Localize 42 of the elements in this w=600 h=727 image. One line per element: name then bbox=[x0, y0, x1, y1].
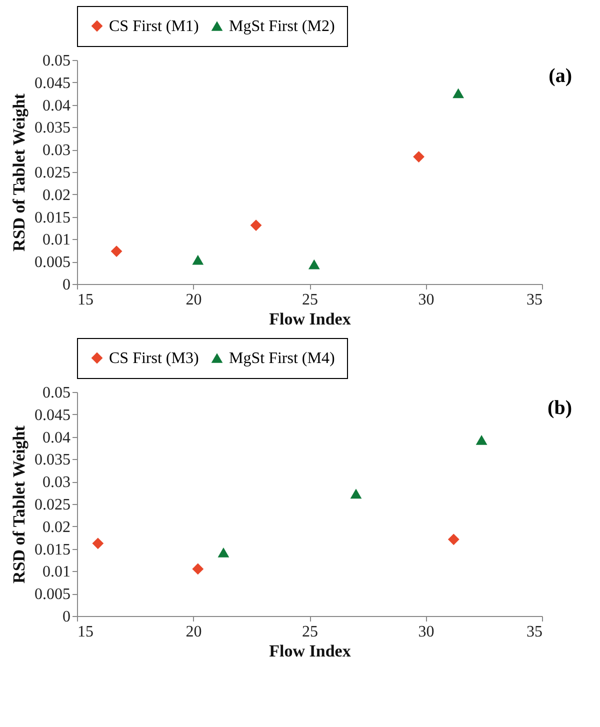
x-tick-label: 30 bbox=[418, 292, 434, 308]
y-axis-title: RSD of Tablet Weight bbox=[10, 425, 28, 584]
y-tick-label: 0.035 bbox=[34, 120, 70, 137]
x-tick-label: 35 bbox=[526, 292, 542, 308]
y-tick-label: 0.03 bbox=[42, 142, 70, 160]
x-tick-label: 15 bbox=[78, 624, 94, 640]
x-tick-label: 30 bbox=[418, 624, 434, 640]
y-tick-label: 0.025 bbox=[34, 164, 70, 182]
y-tick-label: 0.04 bbox=[42, 97, 70, 114]
text: (b) bbox=[548, 397, 572, 419]
y-tick-label: 0.035 bbox=[34, 452, 70, 469]
y-tick-label: 0.025 bbox=[34, 496, 70, 514]
y-tick-label: 0 bbox=[62, 276, 70, 294]
y-tick-label: 0.05 bbox=[42, 52, 70, 70]
x-tick-label: 15 bbox=[78, 292, 94, 308]
y-tick-label: 0 bbox=[62, 608, 70, 626]
x-axis-title: Flow Index bbox=[269, 310, 352, 328]
x-tick-label: 25 bbox=[302, 624, 318, 640]
y-tick-label: 0.015 bbox=[34, 541, 70, 558]
x-axis-title: Flow Index bbox=[269, 642, 352, 660]
y-tick-label: 0.045 bbox=[34, 74, 70, 92]
y-tick-label: 0.01 bbox=[42, 564, 70, 581]
text: (a) bbox=[548, 65, 572, 87]
legend-label: MgSt First (M4) bbox=[229, 350, 335, 367]
x-tick-label: 20 bbox=[186, 292, 202, 308]
y-tick-label: 0.015 bbox=[34, 209, 70, 226]
y-tick-label: 0.01 bbox=[42, 232, 70, 249]
legend-label: MgSt First (M2) bbox=[229, 18, 335, 35]
y-tick-label: 0.03 bbox=[42, 474, 70, 492]
y-tick-label: 0.04 bbox=[42, 429, 70, 446]
x-tick-label: 25 bbox=[302, 292, 318, 308]
y-tick-label: 0.005 bbox=[34, 254, 70, 272]
y-tick-label: 0.045 bbox=[34, 406, 70, 424]
y-axis-title: RSD of Tablet Weight bbox=[10, 93, 28, 252]
y-tick-label: 0.05 bbox=[42, 384, 70, 402]
x-tick-label: 35 bbox=[526, 624, 542, 640]
legend-label: CS First (M3) bbox=[109, 350, 199, 367]
x-tick-label: 20 bbox=[186, 624, 202, 640]
y-tick-label: 0.005 bbox=[34, 586, 70, 604]
y-tick-label: 0.02 bbox=[42, 518, 70, 536]
legend-label: CS First (M1) bbox=[109, 18, 199, 35]
y-tick-label: 0.02 bbox=[42, 186, 70, 204]
